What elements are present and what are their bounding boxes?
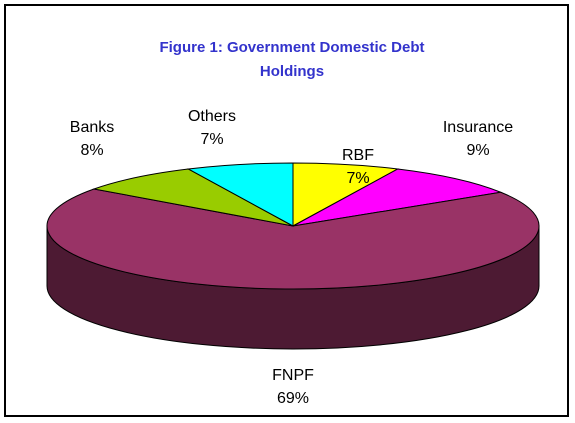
pie-slice xyxy=(92,168,294,227)
slice-label: Banks xyxy=(70,119,114,136)
pie-slice xyxy=(46,188,540,290)
pie-slice xyxy=(292,168,503,227)
slice-label: Insurance xyxy=(443,119,513,136)
pie-slice xyxy=(186,162,294,227)
slice-value-label: 69% xyxy=(277,390,309,407)
slice-label: RBF xyxy=(342,147,374,164)
slice-label: Others xyxy=(188,108,236,125)
slice-value-label: 7% xyxy=(200,131,223,148)
slice-value-label: 7% xyxy=(346,170,369,187)
chart-frame xyxy=(4,4,569,417)
chart-title: Figure 1: Government Domestic Debt Holdi… xyxy=(159,39,425,80)
slice-value-label: 9% xyxy=(466,142,489,159)
slice-value-label: 8% xyxy=(80,142,103,159)
slice-label: FNPF xyxy=(272,367,314,384)
pie-slice xyxy=(292,162,400,227)
